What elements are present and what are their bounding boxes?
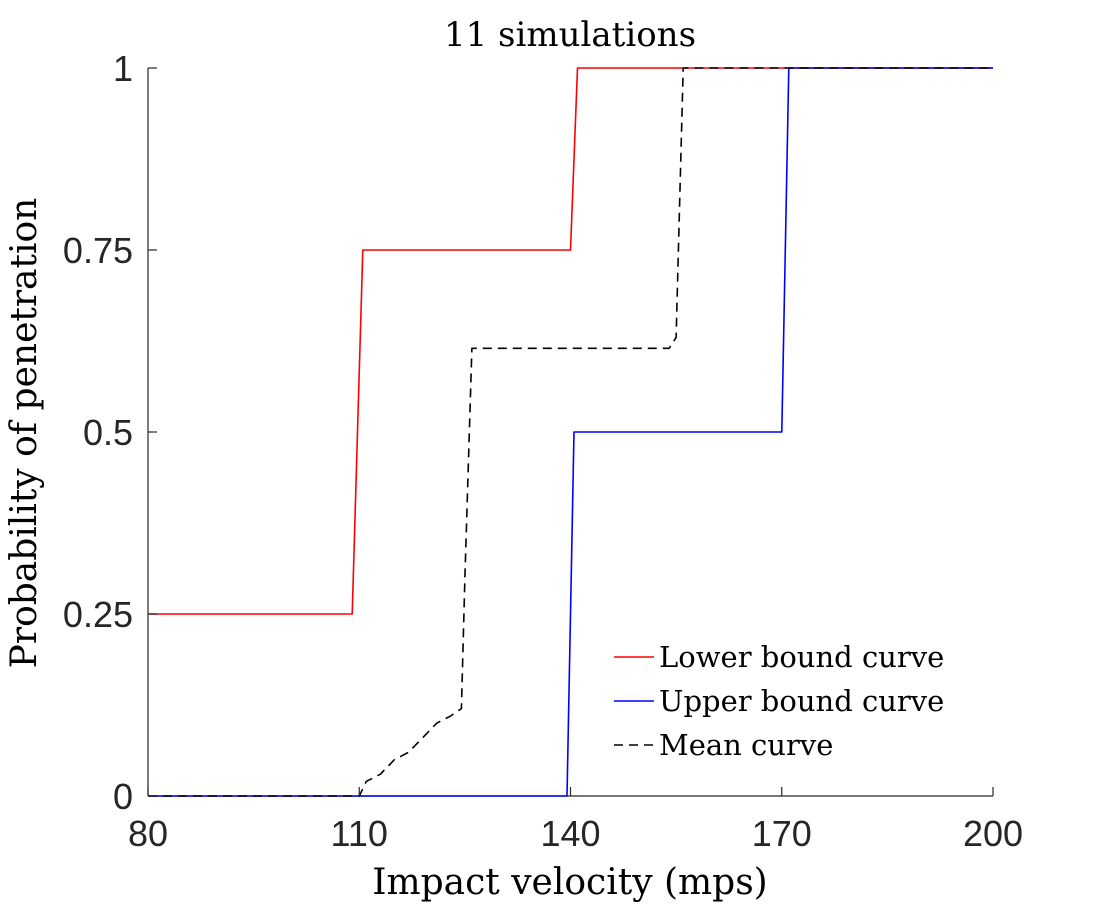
y-tick-label: 0.5 [83,412,133,453]
y-tick-label: 0.25 [63,594,133,635]
legend: Lower bound curve Upper bound curve Mean c… [614,640,944,762]
legend-label: Lower bound curve [659,640,944,674]
plot-lines [148,67,993,797]
x-tick-label: 110 [331,813,388,854]
chart-title: 11 simulations [444,15,696,55]
x-tick-label: 140 [540,813,600,854]
y-tick-label: 1 [113,48,133,89]
x-axis-label: Impact velocity (mps) [372,862,767,903]
y-axis-label: Probability of penetration [4,198,45,669]
x-ticks: 80 110 140 170 200 [128,787,1023,854]
series-line-lower-bound-curve [148,67,993,615]
x-tick-label: 200 [963,813,1023,854]
legend-label: Upper bound curve [659,684,944,718]
y-tick-label: 0.75 [63,230,133,271]
y-ticks: 0 0.25 0.5 0.75 1 [63,48,157,817]
x-tick-label: 170 [752,813,812,854]
x-tick-label: 80 [128,813,168,854]
legend-label: Mean curve [659,728,833,762]
y-tick-label: 0 [113,776,133,817]
